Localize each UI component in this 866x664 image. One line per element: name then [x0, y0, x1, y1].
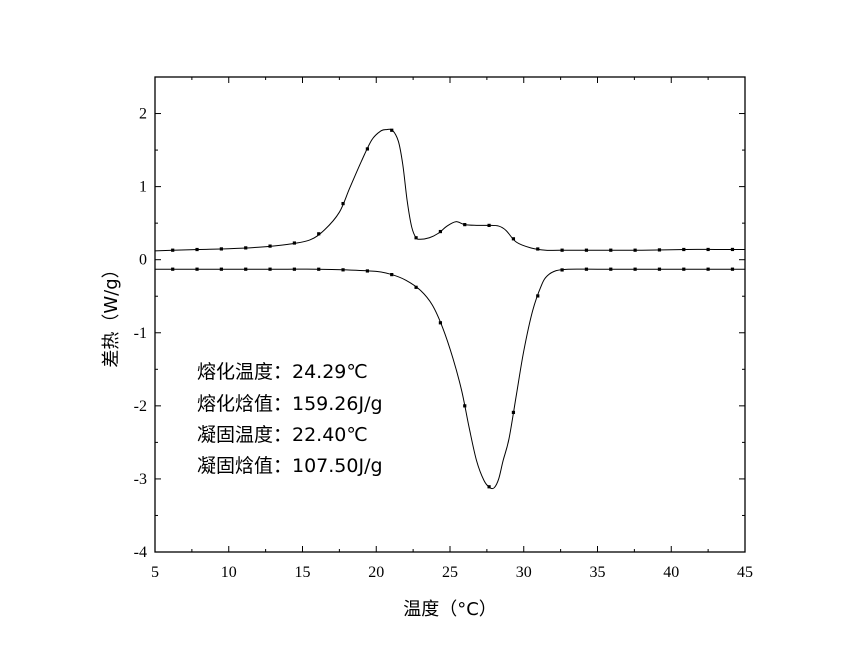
series-marker-1 [536, 294, 540, 298]
series-marker-1 [292, 267, 296, 271]
series-marker-0 [438, 229, 443, 234]
series-marker-1 [584, 267, 589, 271]
annotation-melting-enthalpy: 熔化焓值：159.26J/g [197, 393, 383, 415]
x-tick-label: 35 [590, 564, 606, 581]
series-marker-0 [511, 237, 516, 241]
annotation-solidifying-temp: 凝固温度：22.40℃ [197, 424, 368, 446]
series-marker-0 [463, 223, 467, 227]
series-marker-1 [171, 267, 175, 271]
series-marker-1 [609, 267, 613, 271]
x-tick-label: 20 [368, 564, 384, 581]
series-marker-0 [682, 247, 686, 252]
series-marker-1 [487, 485, 491, 489]
series-marker-1 [317, 267, 321, 271]
annotation-melting-temp: 熔化温度：24.29℃ [197, 361, 368, 383]
series-marker-1 [560, 268, 564, 272]
series-marker-0 [268, 244, 272, 248]
series-marker-0 [341, 201, 345, 206]
x-tick-label: 5 [151, 564, 159, 581]
y-tick-label: -2 [134, 398, 147, 415]
series-line-0 [154, 128, 745, 252]
x-tick-label: 10 [221, 564, 237, 581]
x-axis-ticks: 5 10 15 20 25 30 35 40 45 [151, 77, 753, 581]
series-marker-0 [390, 128, 394, 132]
series-marker-1 [365, 269, 369, 273]
series-marker-0 [171, 248, 175, 252]
series-layer [154, 128, 745, 490]
series-marker-1 [390, 273, 394, 277]
series-marker-0 [730, 247, 735, 252]
series-marker-0 [657, 248, 662, 252]
series-marker-1 [463, 404, 467, 408]
series-marker-1 [341, 268, 345, 272]
series-marker-1 [195, 267, 199, 271]
y-axis-title: 差热（W/g） [101, 260, 122, 367]
series-marker-1 [219, 267, 223, 271]
series-marker-1 [438, 321, 443, 325]
series-marker-0 [244, 246, 248, 250]
series-marker-1 [244, 267, 248, 271]
series-marker-1 [268, 267, 272, 271]
x-tick-label: 45 [737, 564, 753, 581]
series-line-1 [155, 268, 745, 490]
series-marker-1 [730, 267, 735, 271]
series-marker-0 [487, 223, 491, 227]
series-marker-0 [219, 247, 223, 251]
series-marker-0 [317, 232, 321, 236]
series-marker-0 [633, 248, 637, 252]
series-marker-1 [706, 267, 710, 271]
x-tick-label: 40 [663, 564, 679, 581]
series-marker-0 [365, 147, 369, 151]
series-marker-0 [292, 241, 296, 245]
plot-frame [154, 76, 746, 553]
y-tick-label: -4 [134, 544, 147, 561]
series-marker-0 [414, 236, 418, 240]
series-marker-0 [706, 247, 710, 252]
series-marker-0 [195, 247, 199, 252]
annotation-solidifying-enthalpy: 凝固焓值：107.50J/g [197, 455, 383, 477]
y-tick-label: 0 [139, 252, 147, 269]
x-axis-title: 温度（°C） [403, 599, 497, 620]
y-tick-label: 1 [139, 179, 147, 196]
y-tick-label: -1 [134, 325, 147, 342]
series-marker-0 [609, 248, 613, 252]
series-marker-1 [657, 267, 662, 271]
x-tick-label: 15 [295, 564, 311, 581]
series-marker-1 [633, 267, 637, 271]
y-tick-label: 2 [139, 106, 147, 123]
series-marker-1 [414, 285, 418, 289]
x-tick-label: 25 [442, 564, 458, 581]
y-axis-ticks: -4 -3 -2 -1 0 1 2 [134, 76, 745, 561]
series-marker-0 [584, 248, 589, 252]
x-tick-label: 30 [516, 564, 532, 581]
series-marker-0 [560, 248, 564, 252]
series-marker-0 [536, 247, 540, 251]
y-tick-label: -3 [134, 471, 147, 488]
series-marker-1 [682, 267, 686, 271]
series-marker-1 [511, 410, 516, 415]
